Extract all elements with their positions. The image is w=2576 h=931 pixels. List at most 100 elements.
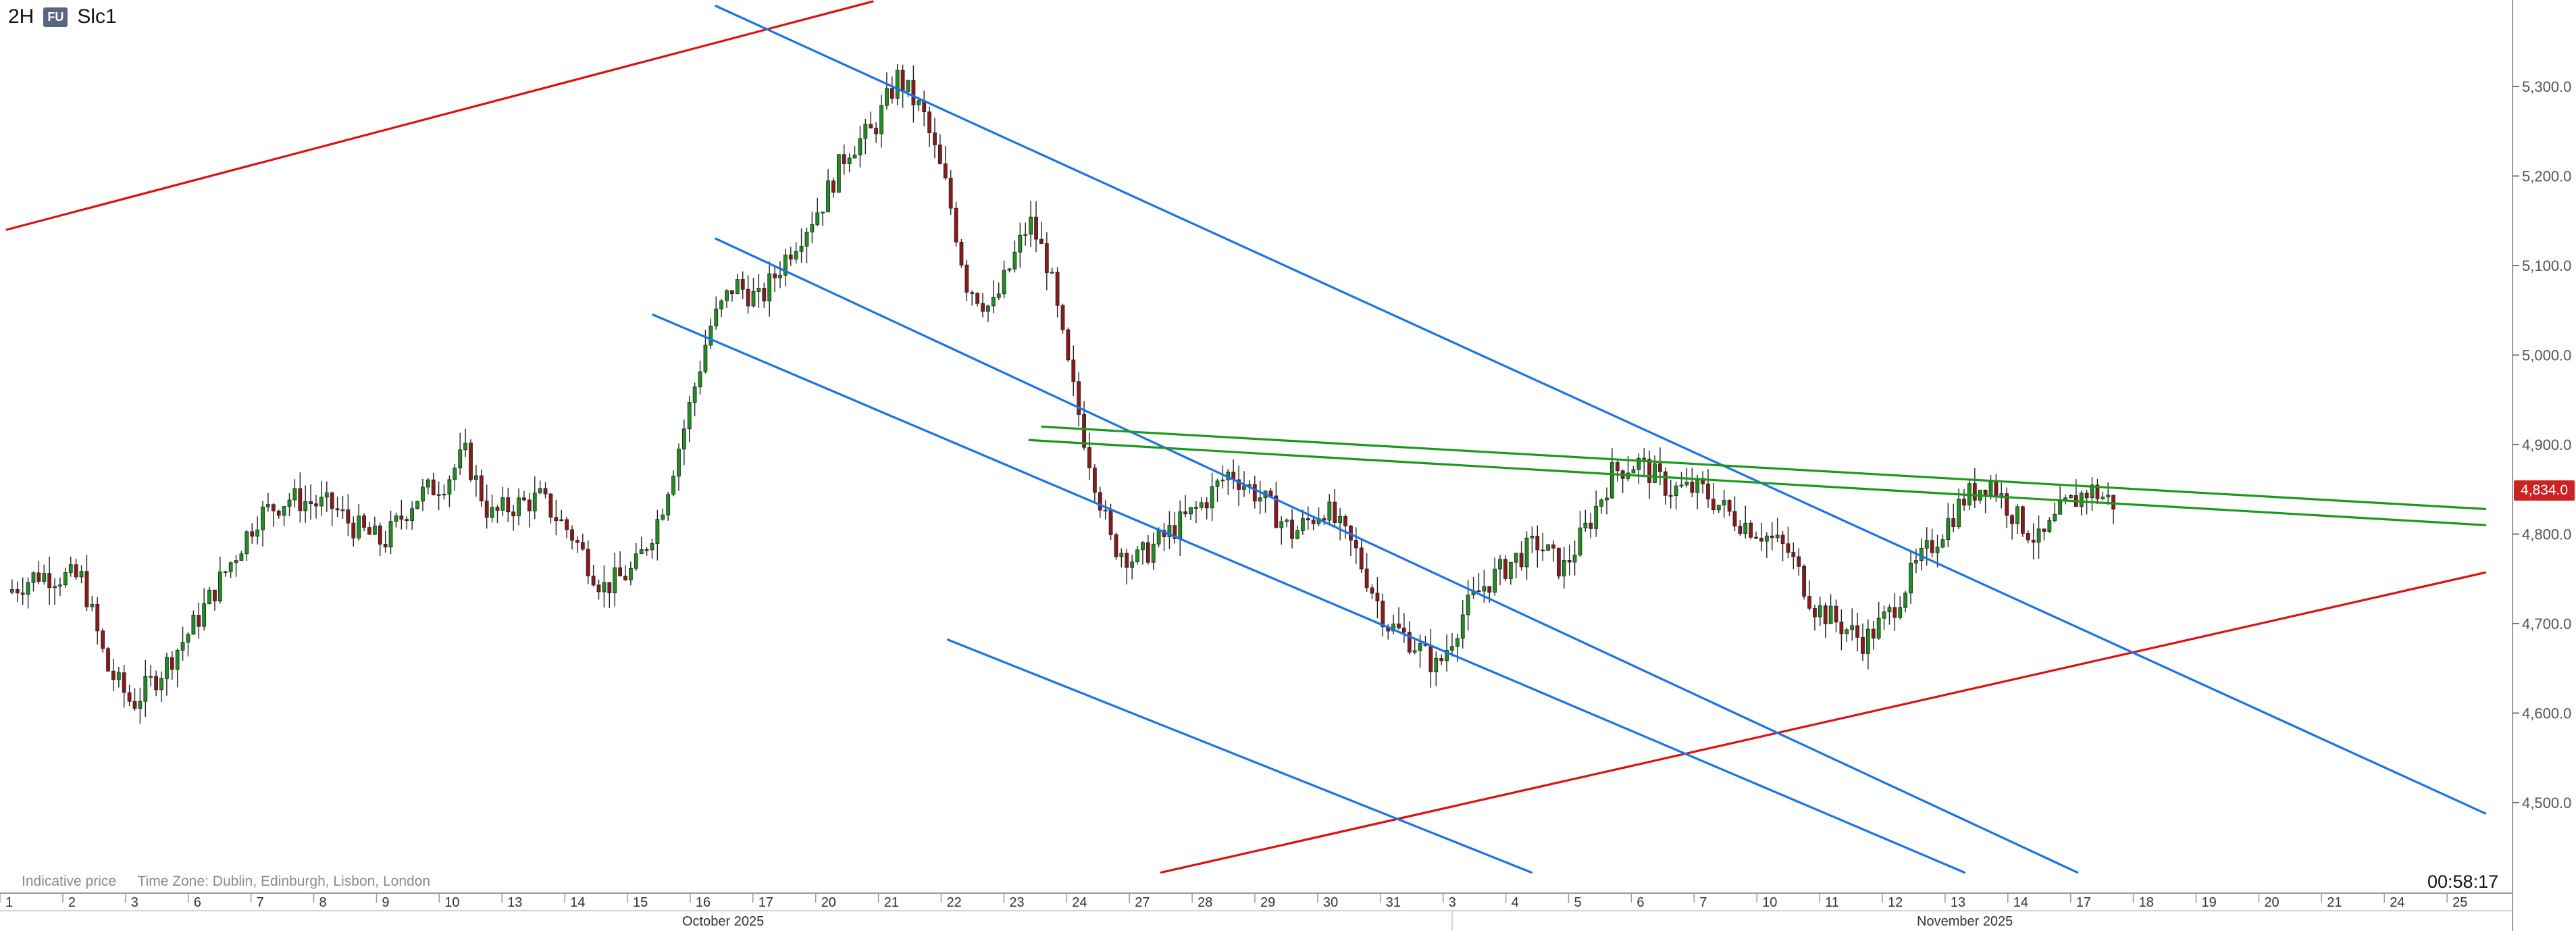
candle-body xyxy=(319,497,324,507)
candle-body xyxy=(453,468,457,480)
candle-body xyxy=(314,503,318,507)
candle-body xyxy=(367,527,371,535)
candle-body xyxy=(1002,270,1006,295)
candle-body xyxy=(975,293,980,304)
candle-body xyxy=(725,290,729,301)
candle-body xyxy=(2069,495,2073,499)
candle-body xyxy=(628,568,633,580)
candle-body xyxy=(2084,493,2089,499)
candle-body xyxy=(943,163,948,179)
timezone-label: Time Zone: Dublin, Edinburgh, Lisbon, Lo… xyxy=(137,874,431,889)
candle-body xyxy=(1103,509,1108,511)
candle-body xyxy=(309,501,313,505)
candle-body xyxy=(357,515,361,538)
candle-body xyxy=(756,288,761,292)
candle-body xyxy=(698,371,702,388)
candle-body xyxy=(719,300,724,309)
candle-body xyxy=(303,501,308,511)
interval-label[interactable]: 2H xyxy=(8,5,34,28)
candle-body xyxy=(1156,530,1161,545)
candle-body xyxy=(852,154,857,159)
candle-body xyxy=(836,154,841,193)
candle-body xyxy=(1679,484,1684,486)
candle-body xyxy=(239,553,244,561)
candle-body xyxy=(794,251,798,259)
x-tick-label: 14 xyxy=(570,895,585,910)
candle-body xyxy=(1167,525,1172,537)
candle-body xyxy=(1609,462,1614,499)
candle-body xyxy=(762,288,767,302)
candle-body xyxy=(618,567,622,577)
candle-body xyxy=(143,676,148,702)
candle-body xyxy=(1135,549,1139,563)
chart-footer: Indicative price Time Zone: Dublin, Edin… xyxy=(22,874,448,890)
candle-body xyxy=(1098,492,1102,511)
candle-body xyxy=(655,519,660,544)
candle-body xyxy=(159,678,163,690)
candle-body xyxy=(1364,568,1369,588)
symbol-label[interactable]: Slc1 xyxy=(77,5,117,28)
candle-body xyxy=(84,571,89,607)
candle-body xyxy=(773,273,777,278)
candle-body xyxy=(2010,515,2014,524)
candle-body xyxy=(933,132,937,145)
candle-body xyxy=(1935,547,1940,553)
x-tick-label: 24 xyxy=(1072,895,1087,910)
candle-body xyxy=(634,553,638,569)
candle-body xyxy=(2090,484,2094,499)
candle-body xyxy=(1946,518,1951,540)
candle-body xyxy=(1813,607,1817,618)
candle-body xyxy=(324,492,329,498)
candle-body xyxy=(917,100,921,105)
candle-body xyxy=(1551,544,1555,549)
candle-body xyxy=(1194,507,1198,509)
candle-body xyxy=(1567,560,1572,563)
candle-body xyxy=(1381,601,1385,628)
candle-body xyxy=(1439,658,1444,661)
candle-body xyxy=(1514,553,1518,563)
candle-body xyxy=(559,519,564,522)
x-tick-label: 3 xyxy=(1449,895,1456,910)
candle-body xyxy=(1845,629,1849,634)
candle-body xyxy=(799,245,804,252)
candle-body xyxy=(463,443,467,451)
x-tick-label: 3 xyxy=(131,895,138,910)
candle-body xyxy=(1861,636,1865,654)
candle-body xyxy=(879,105,883,134)
month-label: October 2025 xyxy=(682,914,764,929)
candle-body xyxy=(911,80,916,105)
candle-body xyxy=(1311,520,1316,524)
x-tick-label: 15 xyxy=(633,895,648,910)
y-tick-label: 5,100.0 xyxy=(2522,257,2571,274)
candle-body xyxy=(1007,268,1012,271)
candle-body xyxy=(869,124,873,129)
y-tick-label: 4,800.0 xyxy=(2522,526,2571,543)
candle-body xyxy=(495,507,500,511)
candle-body xyxy=(1092,468,1097,493)
candle-body xyxy=(1204,502,1209,509)
candle-body xyxy=(1898,607,1903,618)
candle-body xyxy=(1962,499,1966,506)
candle-body xyxy=(1237,479,1241,490)
candle-body xyxy=(1994,481,1999,497)
candle-body xyxy=(570,529,574,541)
candle-body xyxy=(1775,534,1780,538)
candle-body xyxy=(362,515,366,528)
candle-body xyxy=(671,476,675,495)
candle-body xyxy=(378,525,382,545)
candle-body xyxy=(1770,535,1774,538)
candle-body xyxy=(1562,560,1566,577)
candle-body xyxy=(767,273,772,302)
candle-body xyxy=(687,402,692,430)
candle-body xyxy=(1909,562,1913,594)
candle-body xyxy=(1023,234,1028,236)
candle-body xyxy=(874,128,879,134)
y-tick-label: 4,700.0 xyxy=(2522,615,2571,632)
candle-body xyxy=(138,701,143,709)
blue-trendline xyxy=(652,313,1966,874)
candle-body xyxy=(1759,538,1763,542)
candle-body xyxy=(815,212,820,225)
candle-countdown: 00:58:17 xyxy=(2427,872,2499,892)
candle-body xyxy=(575,540,579,543)
